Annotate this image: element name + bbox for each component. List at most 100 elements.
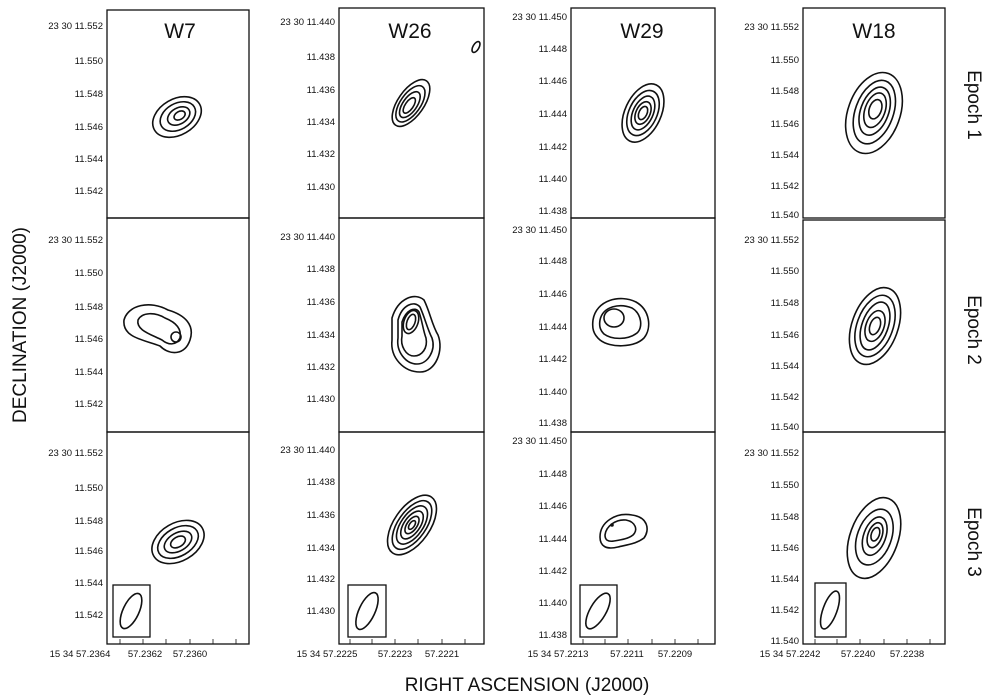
y-tick-labels-w7: 23 30 11.552 11.550 11.548 11.546 11.544… [48,21,103,621]
y-tick: 11.548 [75,302,103,313]
x-tick: 57.2209 [658,649,692,660]
y-tick: 11.540 [771,636,799,647]
y-tick: 11.432 [307,149,335,160]
x-tick: 57.2238 [890,649,924,660]
beam-w26 [347,584,387,638]
y-tick: 23 30 11.440 [280,232,335,243]
y-tick: 11.550 [75,56,103,67]
x-tick: 57.2221 [425,649,459,660]
y-tick: 11.430 [307,606,335,617]
y-tick: 11.546 [771,119,799,130]
y-tick: 11.546 [75,334,103,345]
y-tick: 11.542 [75,399,103,410]
panel-w26-epoch2 [338,217,485,433]
x-tick: 57.2211 [610,649,644,660]
y-tick: 11.542 [771,605,799,616]
y-tick: 23 30 11.450 [512,12,567,23]
y-tick: 11.548 [771,298,799,309]
x-tick: 57.2240 [841,649,875,660]
y-tick: 11.548 [75,89,103,100]
epoch-label-3: Epoch 3 [963,507,984,577]
contour-w29-epoch2 [591,297,650,347]
y-tick: 11.540 [771,422,799,433]
y-tick: 11.442 [539,566,567,577]
x-tick: 15 34 57.2225 [297,649,358,660]
contour-w7-epoch3 [151,519,205,565]
y-tick: 11.434 [307,330,335,341]
y-tick: 11.550 [771,480,799,491]
column-title-w29: W29 [620,20,663,43]
y-tick: 11.546 [771,330,799,341]
y-tick: 11.438 [539,630,567,641]
y-tick: 23 30 11.450 [512,436,567,447]
y-tick: 11.438 [539,418,567,429]
contour-w7-epoch1 [151,95,203,139]
y-tick: 11.448 [539,469,567,480]
y-tick-labels-w26: 23 30 11.440 11.438 11.436 11.434 11.432… [280,17,335,617]
y-axis-title: DECLINATION (J2000) [10,227,31,423]
panel-frames [106,7,946,645]
y-tick: 11.550 [771,266,799,277]
panel-w26-epoch3 [338,431,485,645]
y-tick: 11.446 [539,289,567,300]
panel-w18-epoch3 [802,431,946,645]
x-tick: 15 34 57.2213 [528,649,589,660]
contour-w29-epoch3 [599,513,648,549]
contour-w26-epoch2 [391,295,441,373]
beam-w18 [814,582,847,638]
y-tick: 23 30 11.552 [48,235,103,246]
y-tick: 11.430 [307,182,335,193]
y-tick: 11.444 [539,534,567,545]
y-tick: 11.440 [539,387,567,398]
contour-w29-epoch1 [621,83,665,143]
y-tick: 11.438 [307,264,335,275]
beam-w29 [579,584,618,638]
y-tick: 11.438 [539,206,567,217]
panel-w7-epoch3 [106,431,250,645]
y-tick: 11.544 [771,361,799,372]
y-tick: 11.446 [539,501,567,512]
column-title-w18: W18 [852,20,895,43]
contour-w26-epoch1 [391,78,431,128]
y-tick: 11.542 [771,181,799,192]
y-tick: 11.440 [539,598,567,609]
contour-w18-epoch1 [844,71,904,155]
x-axis-title: RIGHT ASCENSION (J2000) [405,675,650,696]
y-tick: 11.550 [771,55,799,66]
y-tick: 11.542 [75,610,103,621]
y-tick: 23 30 11.552 [744,235,799,246]
y-tick: 11.550 [75,268,103,279]
contour-w7-epoch2 [123,304,192,354]
y-tick: 11.550 [75,483,103,494]
y-tick: 23 30 11.552 [744,448,799,459]
y-tick: 11.430 [307,394,335,405]
beam-w7 [112,584,151,638]
y-tick-labels-w29: 23 30 11.450 11.448 11.446 11.444 11.442… [512,12,567,641]
y-tick: 11.436 [307,297,335,308]
y-tick: 11.438 [307,477,335,488]
epoch-label-1: Epoch 1 [963,70,984,140]
y-tick: 11.546 [75,122,103,133]
y-tick: 11.542 [771,392,799,403]
contour-w26-epoch3 [386,494,438,556]
y-tick: 11.444 [539,109,567,120]
y-tick: 11.448 [539,256,567,267]
y-tick: 11.544 [771,150,799,161]
panel-w29-epoch3 [570,431,716,645]
column-title-w7: W7 [164,20,196,43]
panel-w7-epoch2 [106,217,250,433]
epoch-label-2: Epoch 2 [963,295,984,365]
y-tick: 23 30 11.440 [280,445,335,456]
y-tick: 11.546 [771,543,799,554]
x-tick: 57.2223 [378,649,412,660]
contour-w18-epoch3 [846,496,902,580]
y-tick: 11.548 [771,86,799,97]
x-tick: 15 34 57.2242 [760,649,821,660]
y-tick: 11.544 [771,574,799,585]
y-tick: 11.440 [539,174,567,185]
y-tick: 11.546 [75,546,103,557]
y-tick: 11.544 [75,154,103,165]
y-tick-labels-w18: 23 30 11.552 11.550 11.548 11.546 11.544… [744,22,799,647]
y-tick: 11.446 [539,76,567,87]
